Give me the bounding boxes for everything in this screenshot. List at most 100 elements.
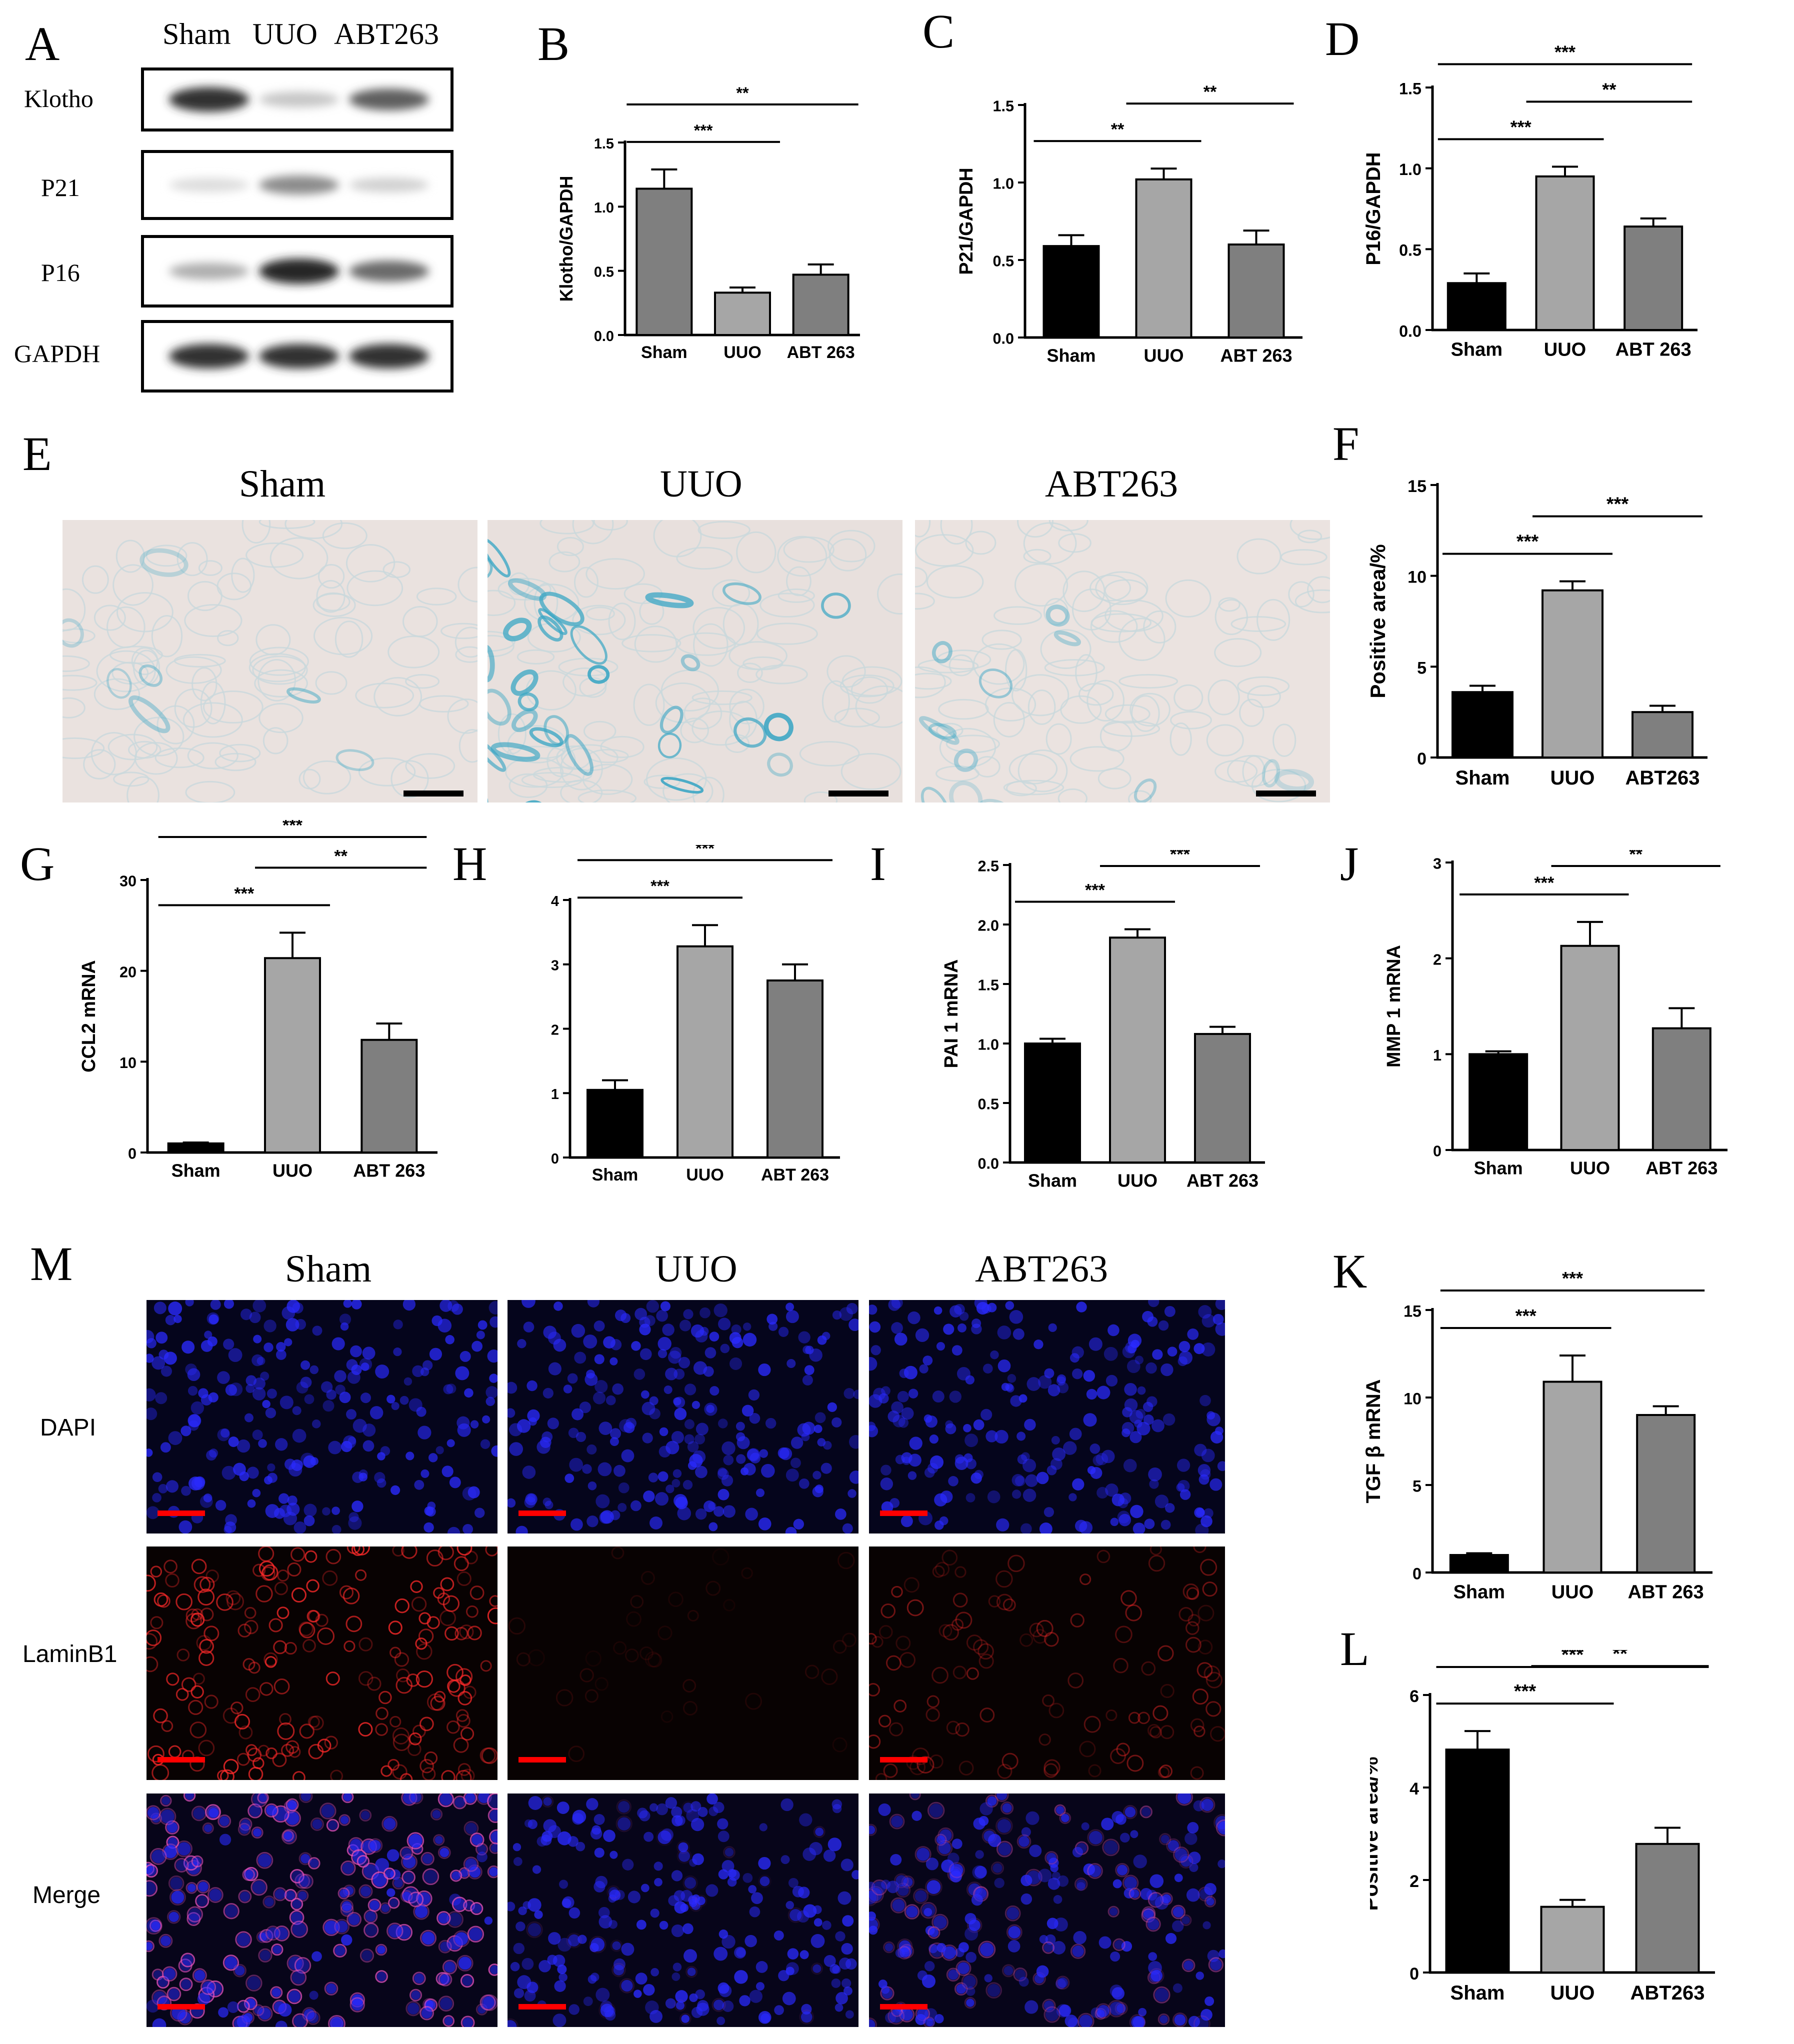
x-tick-label: ABT 263: [353, 1160, 425, 1181]
y-tick-label: 0: [1410, 1964, 1419, 1984]
blot-band-klotho-lane-1: [169, 87, 249, 112]
blot-lane-abt263: ABT263: [334, 18, 439, 50]
sabgal-stain-layer: [62, 520, 478, 802]
bar-1: [1042, 245, 1100, 338]
if-image-dapi-sham: [146, 1300, 498, 1534]
scale-bar: [880, 1757, 928, 1762]
y-axis-label: P16/GAPDH: [1362, 152, 1384, 265]
y-tick-label: 5: [1412, 1477, 1422, 1495]
y-tick-label: 1.5: [978, 977, 999, 994]
if-signal-layer: [146, 1794, 498, 2027]
panel-letter-i: I: [870, 837, 886, 890]
if-image-merge-uuo: [508, 1794, 858, 2027]
bar-2: [1135, 178, 1192, 338]
panel-letter-d: D: [1325, 12, 1360, 66]
bar-1: [1468, 1053, 1528, 1152]
scale-bar: [518, 1757, 566, 1762]
y-tick-label: 20: [120, 964, 136, 980]
y-tick-label: 0: [128, 1146, 136, 1162]
chart-b-klotho: 0.0 0.5 1.0 1.5 Klotho/GAPDH Sham UUO ABT 263 **…: [556, 84, 860, 362]
y-tick-label: 2.0: [978, 918, 999, 934]
y-axis-label: TGF β mRNA: [1365, 1379, 1384, 1503]
y-tick-label: 1.0: [1399, 160, 1422, 178]
x-tick-label: UUO: [724, 343, 762, 362]
if-col-label-sham: Sham: [285, 1248, 372, 1290]
significance-label: ***: [1562, 1650, 1584, 1666]
y-tick-label: 1.0: [992, 176, 1014, 192]
panel-letter-c: C: [922, 4, 955, 58]
chart-i-pai1: 0.0 0.5 1.0 1.5 2.0 2.5 PAI 1 mRNA Sham UUO ABT 2…: [941, 850, 1265, 1191]
y-tick-label: 2.5: [978, 858, 999, 875]
y-axis-label: MMP 1 mRNA: [1385, 945, 1404, 1068]
significance-label: **: [1111, 120, 1124, 139]
if-signal-layer: [869, 1546, 1225, 1780]
x-tick-label: Sham: [641, 343, 688, 362]
x-tick-label: ABT 263: [787, 343, 855, 362]
if-image-dapi-uuo: [508, 1300, 858, 1534]
panel-letter-j: J: [1340, 837, 1359, 890]
blot-band-gapdh-lane-1: [169, 344, 249, 369]
blot-strip-klotho: [141, 68, 454, 132]
blot-band-p16-lane-2: [259, 258, 339, 284]
blot-band-klotho-lane-3: [349, 88, 429, 110]
y-tick-label: 10: [120, 1054, 136, 1072]
significance-label: **: [736, 84, 749, 102]
bar-2: [714, 292, 771, 336]
x-tick-label: UUO: [686, 1166, 724, 1184]
y-tick-label: 1.0: [594, 200, 614, 216]
significance-label: ***: [1510, 116, 1532, 137]
sabgal-image-sham: [62, 520, 478, 802]
significance-label: ***: [234, 884, 254, 903]
bar-1: [1446, 282, 1506, 332]
blot-lane-sham: Sham: [162, 18, 231, 50]
y-tick-label: 10: [1404, 1390, 1422, 1408]
scale-bar: [158, 1510, 205, 1516]
blot-band-klotho-lane-2: [259, 92, 339, 108]
bar-1: [1024, 1042, 1081, 1164]
if-row-label-laminb1: LaminB1: [22, 1641, 118, 1668]
significance-label: ***: [1606, 494, 1629, 515]
x-tick-label: ABT 263: [1186, 1170, 1258, 1191]
y-tick-label: 1: [551, 1086, 559, 1102]
x-tick-label: Sham: [1456, 767, 1510, 789]
panel-letter-b: B: [538, 17, 570, 70]
if-signal-layer: [869, 1300, 1225, 1534]
y-tick-label: 0.5: [594, 264, 614, 280]
significance-label: **: [1204, 82, 1217, 102]
scale-bar: [1256, 790, 1316, 796]
y-tick-label: 0: [1412, 1564, 1422, 1582]
x-tick-label: ABT 263: [1616, 339, 1692, 360]
x-tick-label: ABT 263: [1628, 1582, 1704, 1602]
bar-3: [792, 274, 850, 336]
blot-strip-p16: [141, 235, 454, 308]
bar-1: [1445, 1748, 1510, 1974]
significance-label: ***: [1516, 532, 1539, 552]
y-axis-label: Positive area/%: [1370, 1756, 1382, 1910]
bar-2: [1535, 175, 1595, 331]
x-tick-label: UUO: [1118, 1170, 1158, 1191]
blot-band-p21-lane-2: [259, 176, 339, 194]
bar-2: [264, 957, 321, 1154]
significance-label: **: [1602, 79, 1616, 100]
y-tick-label: 1.5: [992, 98, 1014, 115]
y-tick-label: 2: [1433, 951, 1442, 968]
x-tick-label: ABT263: [1630, 1982, 1705, 2004]
sabgal-label-uuo: UUO: [660, 463, 742, 505]
if-image-laminb1-abt263: [869, 1546, 1225, 1780]
y-tick-label: 0.0: [978, 1156, 999, 1172]
y-tick-label: 2: [551, 1022, 559, 1038]
chart-h-p53: 0 1 2 3 4 P53 mRNA Sham UUO ABT 263 *** ***: [520, 845, 840, 1184]
bar-3: [1652, 1027, 1712, 1152]
significance-label: ***: [1554, 42, 1576, 62]
if-signal-layer: [508, 1300, 858, 1534]
bar-1: [586, 1088, 644, 1158]
chart-c-p21: 0.0 0.5 1.0 1.5 P21/GAPDH Sham UUO ABT 263 ** **: [956, 82, 1302, 366]
y-tick-label: 10: [1408, 568, 1426, 587]
bar-1: [1449, 1554, 1509, 1574]
y-tick-label: 0: [551, 1151, 559, 1167]
blot-band-gapdh-lane-2: [259, 344, 339, 369]
blot-row-label-klotho: Klotho: [24, 84, 94, 112]
if-image-merge-sham: [146, 1794, 498, 2027]
